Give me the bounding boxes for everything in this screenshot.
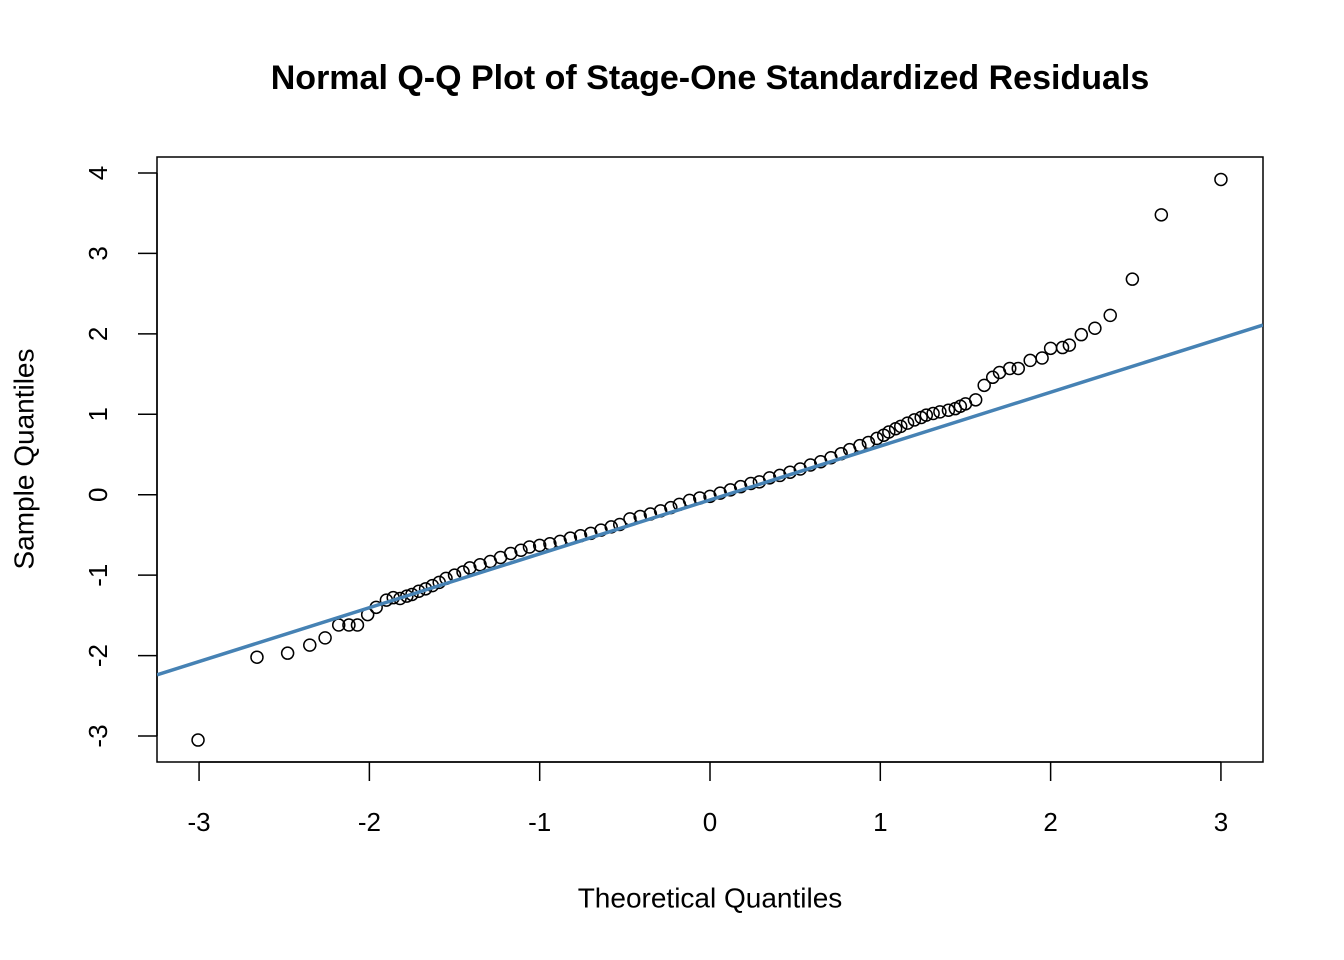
x-tick-label: -1 [528,807,551,837]
y-tick-label: 0 [83,487,113,501]
point [532,538,547,553]
y-tick-label: -2 [83,644,113,667]
y-tick-label: -1 [83,564,113,587]
y-tick-label: 1 [83,407,113,421]
x-tick-label: -3 [188,807,211,837]
y-axis-label: Sample Quantiles [8,348,39,569]
point [1103,308,1117,323]
y-tick-label: 4 [83,166,113,180]
point [926,406,940,421]
point [1125,272,1140,286]
point [280,646,295,660]
point [514,543,528,557]
point [522,540,537,554]
point [612,517,627,532]
point [303,638,317,652]
point [882,425,896,439]
point [1043,341,1058,356]
chart-title: Normal Q-Q Plot of Stage-One Standardize… [271,59,1149,97]
point [1002,361,1017,376]
point [907,413,922,427]
point [1154,208,1169,222]
x-tick-label: -2 [358,807,381,837]
point [1062,338,1077,352]
point [250,650,264,664]
point [900,416,915,430]
point [968,393,983,407]
point [191,733,205,747]
y-tick-label: 3 [83,246,113,260]
point [941,403,956,418]
point [977,378,991,393]
x-tick-label: 3 [1214,807,1228,837]
point [350,618,365,632]
point [933,405,947,419]
point [1035,351,1049,365]
point [1023,353,1037,368]
x-tick-label: 1 [873,807,887,837]
x-axis-label: Theoretical Quantiles [578,882,843,913]
point [893,419,908,434]
point [870,431,884,446]
x-tick-label: 0 [703,807,717,837]
point [919,408,934,422]
plot-frame [156,156,1264,763]
y-tick-label: -3 [83,724,113,747]
point [1011,361,1026,376]
y-tick-label: 2 [83,327,113,341]
point [318,631,332,645]
point [342,618,356,632]
point [1055,340,1070,355]
point [1214,172,1228,187]
point [1088,321,1102,335]
x-tick-label: 2 [1043,807,1057,837]
reference-line [157,323,1263,677]
point [985,370,1000,385]
point [1074,327,1089,342]
